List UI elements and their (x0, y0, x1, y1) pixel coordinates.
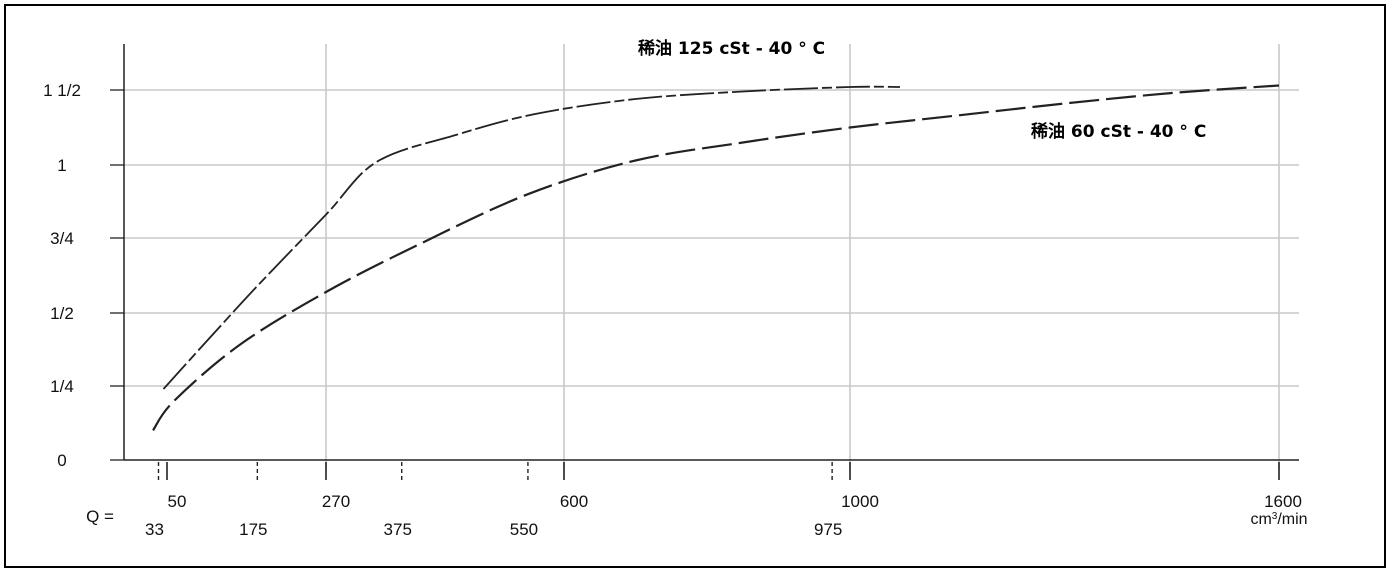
x-unit-label: cm3/min (1250, 511, 1307, 529)
series-line-2 (152, 84, 1280, 432)
y-tick-label: 1/4 (50, 377, 74, 396)
y-tick-label: 1 1/2 (43, 81, 81, 100)
x-tick-label-upper: 1000 (841, 492, 879, 511)
x-tick-label-lower: 175 (239, 520, 267, 539)
x-tick-label-upper: 1600 (1264, 492, 1302, 511)
x-tick-label-lower: 375 (384, 520, 412, 539)
x-tick-label-lower: 33 (145, 520, 164, 539)
series-label-2: 稀油 60 cSt - 40 ° C (1031, 121, 1206, 142)
chart-frame: 0 1/4 1/2 3/4 1 1 1/2 50 270 600 1000 1600 33 175 375… (4, 4, 1386, 568)
series-line-1 (162, 85, 901, 390)
series-label-1: 稀油 125 cSt - 40 ° C (638, 38, 825, 59)
x-tick-label-lower: 975 (814, 520, 842, 539)
x-tick-label-upper: 270 (322, 492, 350, 511)
y-tick-label: 1 (57, 156, 66, 175)
y-tick-label: 1/2 (50, 304, 74, 323)
x-tick-label-upper: 50 (168, 492, 187, 511)
flow-chart: 0 1/4 1/2 3/4 1 1 1/2 50 270 600 1000 1600 33 175 375… (43, 38, 1307, 539)
x-tick-label-lower: 550 (510, 520, 538, 539)
x-tick-label-upper: 600 (560, 492, 588, 511)
y-tick-label: 3/4 (50, 229, 74, 248)
y-tick-label: 0 (57, 451, 66, 470)
x-axis-label: Q = (86, 507, 114, 526)
